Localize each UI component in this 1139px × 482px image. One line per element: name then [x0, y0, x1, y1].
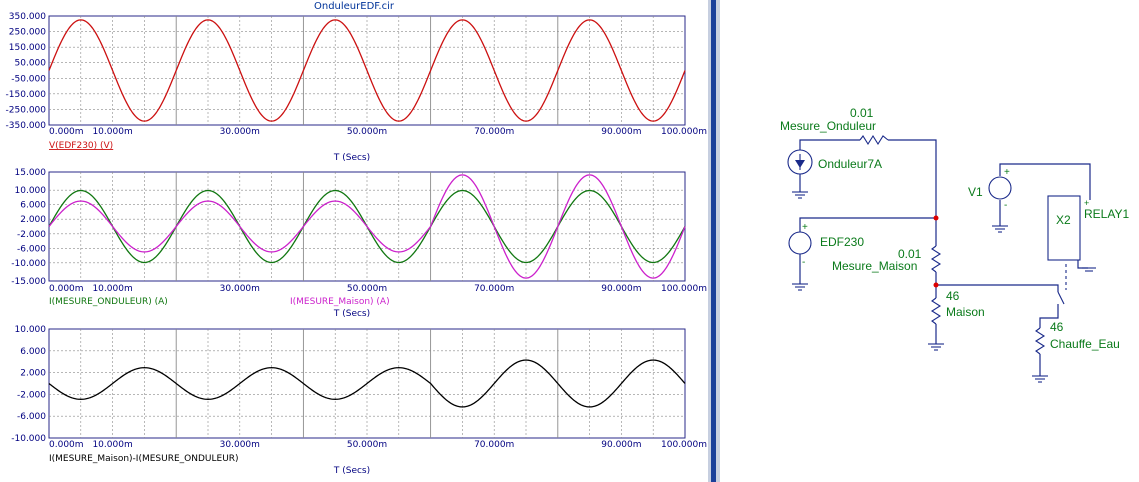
x-tick-label: 50.000m — [347, 440, 387, 450]
schematic-wires — [799, 139, 1091, 376]
node-dot — [933, 215, 939, 221]
splitter-bar[interactable] — [708, 0, 720, 482]
ground-symbol — [792, 283, 808, 291]
x-tick-label: 70.000m — [474, 127, 514, 137]
relay-contact[interactable] — [1057, 264, 1067, 305]
series-line-1 — [48, 19, 686, 122]
legend-entry[interactable]: I(MESURE_ONDULEUR) (A) — [49, 297, 168, 307]
y-tick-label: 350.000 — [9, 12, 46, 22]
y-tick-label: -150.000 — [6, 90, 47, 100]
x-tick-label: 0.000m — [49, 284, 84, 294]
x-tick-label: 30.000m — [220, 127, 260, 137]
chart-panel-1: 350.000 250.000 150.000 50.000 -50.000 -150.0… — [6, 12, 707, 163]
legend-entry[interactable]: V(EDF230) (V) — [49, 141, 113, 151]
x-axis-label: T (Secs) — [333, 309, 370, 319]
resistor-chauffe-eau[interactable] — [1034, 327, 1046, 355]
x-tick-label: 90.000m — [601, 284, 641, 294]
ground-symbol — [792, 191, 808, 199]
x-tick-label: 10.000m — [92, 284, 132, 294]
y-tick-label: 2.000 — [20, 369, 46, 379]
value-mesure-maison: 0.01 — [898, 247, 922, 261]
x-tick-label: 100.000m — [661, 127, 707, 137]
ground-symbol — [1082, 267, 1096, 272]
ground-symbol — [1032, 375, 1048, 383]
value-chauffe-eau: 46 — [1050, 320, 1064, 334]
x-tick-label: 50.000m — [347, 127, 387, 137]
x-tick-label: 0.000m — [49, 127, 84, 137]
plots-area: 350.000 250.000 150.000 50.000 -50.000 -150.0… — [6, 12, 707, 476]
label-v1: V1 — [968, 185, 983, 199]
resistor-mesure-maison[interactable] — [930, 245, 942, 273]
minus-sign: - — [802, 257, 805, 268]
x-tick-label: 70.000m — [474, 284, 514, 294]
resistor-maison[interactable] — [930, 297, 942, 325]
y-tick-label: -50.000 — [11, 74, 46, 84]
series-line-2 — [48, 174, 686, 279]
x-tick-label: 100.000m — [661, 440, 707, 450]
label-chauffe-eau: Chauffe_Eau — [1050, 337, 1120, 351]
voltage-source-edf230[interactable] — [788, 231, 812, 255]
y-tick-label: 250.000 — [9, 28, 46, 38]
y-tick-label: -350.000 — [6, 121, 47, 131]
x-axis-label: T (Secs) — [333, 466, 370, 476]
y-tick-label: 150.000 — [9, 43, 46, 53]
voltage-source-v1[interactable] — [988, 176, 1012, 200]
label-mesure-onduleur: Mesure_Onduleur — [780, 119, 876, 133]
x-tick-label: 30.000m — [220, 440, 260, 450]
y-tick-label: -6.000 — [17, 412, 46, 422]
chart-panel-3: 10.000 6.000 2.000 -2.000 -6.000 -10.0000.000… — [11, 325, 707, 476]
series-line-1 — [48, 359, 686, 408]
y-tick-label: -6.000 — [17, 244, 46, 254]
plot-window: OnduleurEDF.cir 350.000 250.000 150.000 50.… — [0, 0, 708, 476]
y-tick-label: -15.000 — [11, 277, 46, 287]
relay-block[interactable] — [1047, 195, 1081, 261]
node-dot — [933, 282, 939, 288]
y-tick-label: 50.000 — [15, 59, 47, 69]
y-tick-label: -250.000 — [6, 105, 47, 115]
y-tick-label: -10.000 — [11, 259, 46, 269]
y-tick-label: -10.000 — [11, 434, 46, 444]
legend-entry[interactable]: I(MESURE_Maison) (A) — [290, 297, 390, 307]
label-maison: Maison — [946, 305, 985, 319]
y-tick-label: 10.000 — [15, 186, 47, 196]
ground-symbol — [992, 225, 1008, 233]
value-maison: 46 — [946, 289, 960, 303]
label-relay1: RELAY1 — [1084, 207, 1129, 221]
y-tick-label: 15.000 — [15, 168, 47, 178]
label-edf230: EDF230 — [820, 235, 864, 249]
legend-entry[interactable]: I(MESURE_Maison)-I(MESURE_ONDULEUR) — [49, 454, 239, 464]
value-mesure-onduleur: 0.01 — [850, 106, 874, 120]
resistor-mesure-onduleur[interactable] — [859, 134, 889, 146]
plus-sign: + — [1004, 167, 1010, 178]
schematic-view: Onduleur7A 0.01 Mesure_Onduleur + - EDF2… — [720, 0, 1139, 482]
x-tick-label: 10.000m — [92, 127, 132, 137]
x-axis-label: T (Secs) — [333, 153, 370, 163]
x-tick-label: 50.000m — [347, 284, 387, 294]
y-tick-label: 6.000 — [20, 201, 46, 211]
y-tick-label: 10.000 — [15, 325, 47, 335]
label-x2: X2 — [1056, 213, 1071, 227]
window-title: OnduleurEDF.cir — [0, 0, 708, 13]
current-source-onduleur[interactable] — [787, 149, 813, 175]
x-tick-label: 10.000m — [92, 440, 132, 450]
x-tick-label: 90.000m — [601, 440, 641, 450]
plus-sign: + — [802, 222, 808, 233]
x-tick-label: 100.000m — [661, 284, 707, 294]
y-tick-label: -2.000 — [17, 230, 46, 240]
minus-sign: - — [1004, 200, 1007, 211]
y-tick-label: -2.000 — [17, 390, 46, 400]
label-mesure-maison: Mesure_Maison — [832, 259, 917, 273]
y-tick-label: 2.000 — [20, 215, 46, 225]
x-tick-label: 30.000m — [220, 284, 260, 294]
x-tick-label: 90.000m — [601, 127, 641, 137]
x-tick-label: 0.000m — [49, 440, 84, 450]
ground-symbol — [928, 343, 944, 351]
label-onduleur7a: Onduleur7A — [818, 157, 882, 171]
plus-sign: + — [1084, 198, 1089, 208]
chart-panel-2: 15.000 10.000 6.000 2.000 -2.000 -6.000 -10.00… — [11, 168, 707, 319]
x-tick-label: 70.000m — [474, 440, 514, 450]
y-tick-label: 6.000 — [20, 347, 46, 357]
